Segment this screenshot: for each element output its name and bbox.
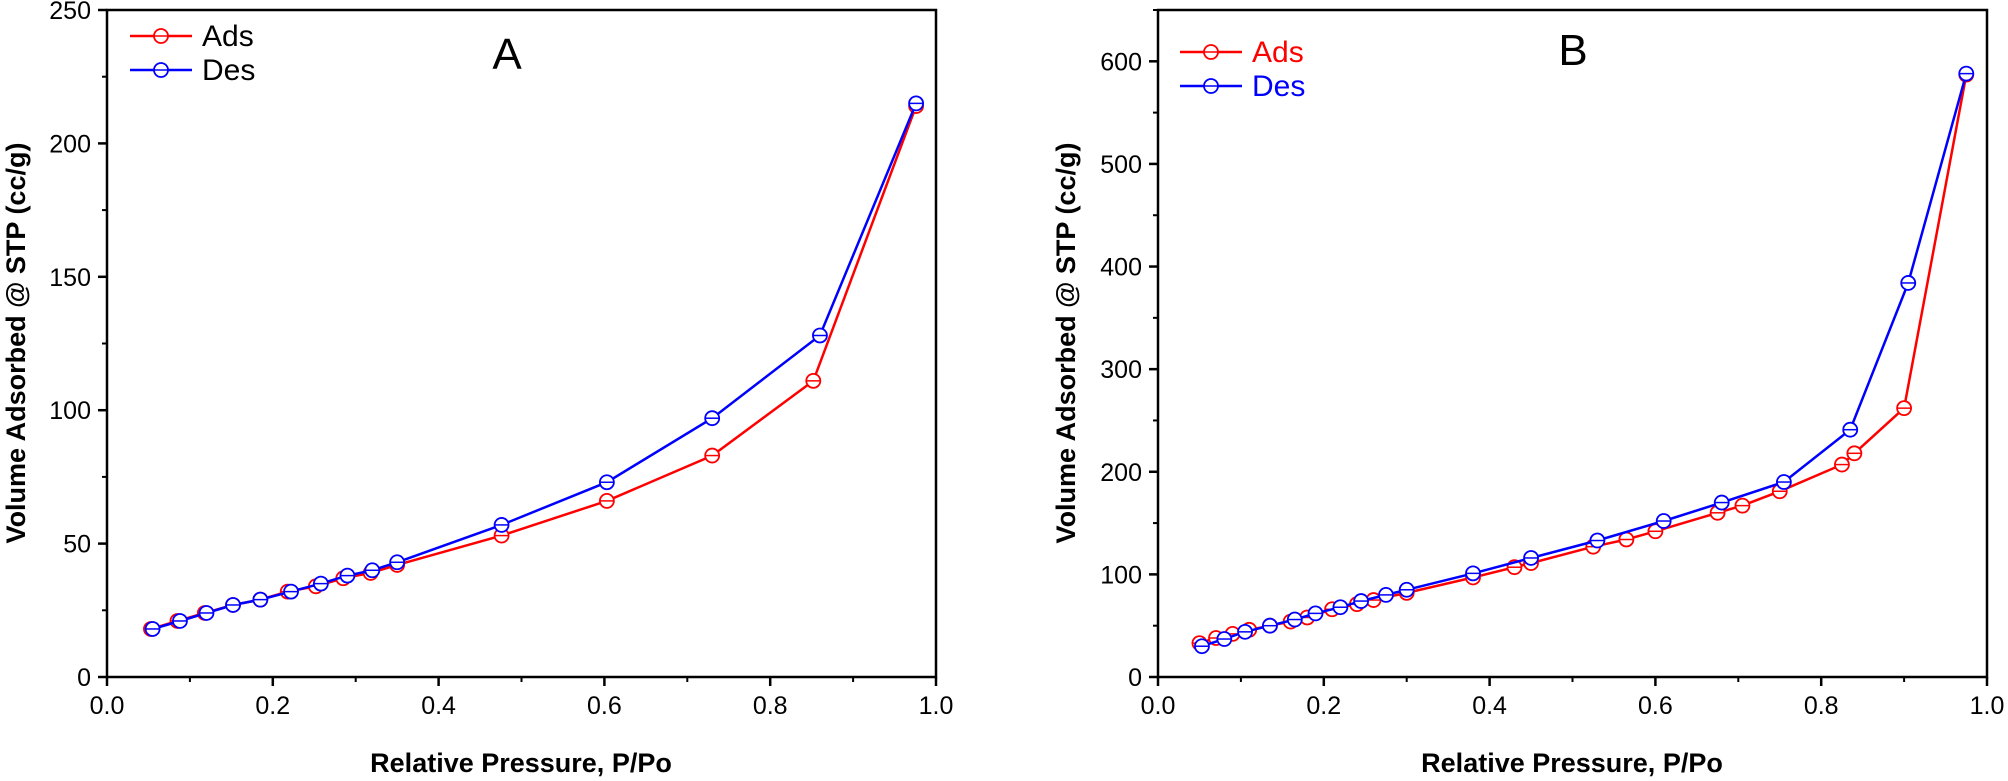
panel-a-series-des-point-12 bbox=[198, 605, 215, 621]
panel-b-x-tick-label-2: 0.4 bbox=[1472, 692, 1507, 720]
panel-b-y-tick-label-4: 400 bbox=[1100, 254, 1142, 282]
panel-b-series-des-point-17 bbox=[1216, 631, 1233, 647]
panel-b-series-des-point-9 bbox=[1398, 581, 1415, 598]
panel-b-series-des-point-18 bbox=[1194, 638, 1210, 655]
panel-b-y-tick-label-5: 500 bbox=[1100, 151, 1142, 179]
panel-a-series-des-point-3 bbox=[598, 474, 615, 491]
panel-b-y-tick-label-0: 0 bbox=[1128, 664, 1142, 692]
panel-b-series-des-point-2 bbox=[1842, 421, 1859, 438]
panel-a-series-des-point-1 bbox=[812, 327, 828, 344]
panel-a-series-des-line bbox=[152, 102, 918, 631]
panel-b-legend-des-label: Des bbox=[1252, 70, 1305, 103]
panel-a-y-tick-label-4: 200 bbox=[49, 130, 91, 158]
panel-a-series-des-point-8 bbox=[312, 575, 329, 592]
panel-b-series-des-point-3 bbox=[1775, 474, 1792, 490]
panel-a-series-des-point-5 bbox=[389, 554, 406, 571]
panel-a-x-tick-label-2: 0.4 bbox=[421, 692, 456, 720]
panel-a-y-tick-label-5: 250 bbox=[49, 0, 91, 25]
panel-b-plot-frame bbox=[1156, 8, 1989, 679]
panel-b-series-des-point-11 bbox=[1353, 593, 1370, 609]
panel-b-series-des-point-6 bbox=[1589, 532, 1606, 549]
panel-b-y-axis-title: Volume Adsorbed @ STP (cc/g) bbox=[1051, 143, 1081, 544]
panel-b-ticks: 0.0 0.2 0.4 0.6 0.8 1.0 0 100 200 300 400 500 600 bbox=[1100, 9, 2005, 720]
panel-b-x-tick-label-4: 0.8 bbox=[1804, 692, 1839, 720]
panel-b-series-des-point-16 bbox=[1237, 623, 1253, 640]
panel-a-y-tick-label-2: 100 bbox=[49, 397, 91, 425]
panel-b-legend-ads: Ads bbox=[1180, 36, 1304, 69]
panel-b-series-des-point-4 bbox=[1713, 494, 1730, 511]
panel-b-y-tick-label-3: 300 bbox=[1100, 356, 1142, 384]
panel-a-series-des-point-6 bbox=[364, 562, 381, 579]
panel-b-series-des-point-10 bbox=[1378, 587, 1394, 603]
panel-b-series-des-point-5 bbox=[1655, 513, 1672, 529]
panel-a-series-des-point-7 bbox=[339, 567, 356, 584]
panel-a-series-des-point-13 bbox=[172, 613, 188, 629]
panel-b-series-ads-point-20 bbox=[1834, 456, 1850, 473]
panel-b-legend-ads-label: Ads bbox=[1252, 36, 1304, 69]
panel-b-series-ads-point-21 bbox=[1846, 445, 1863, 462]
panel-a-series-des-point-11 bbox=[225, 597, 241, 613]
panel-b-x-tick-label-5: 1.0 bbox=[1970, 692, 2005, 720]
panel-a-y-tick-label-1: 50 bbox=[63, 531, 91, 559]
panel-b-plot-content bbox=[1191, 65, 1975, 655]
panel-b-x-axis-title: Relative Pressure, P/Po bbox=[1421, 748, 1723, 778]
panel-b-series-ads-point-22 bbox=[1896, 400, 1912, 417]
panel-b-series-des-point-0 bbox=[1958, 65, 1975, 82]
panel-b-series-des-point-13 bbox=[1307, 605, 1324, 622]
panel-a-y-tick-label-0: 0 bbox=[77, 664, 91, 692]
panel-b-letter: B bbox=[1558, 26, 1587, 75]
panel-a-series-ads-point-11 bbox=[598, 493, 615, 509]
panel-a-x-tick-label-3: 0.6 bbox=[587, 692, 622, 720]
panel-a-y-tick-label-3: 150 bbox=[49, 264, 91, 292]
panel-a-series-des-point-10 bbox=[252, 591, 269, 608]
panel-b-series-ads-line bbox=[1199, 74, 1968, 645]
panel-a-series-ads-point-13 bbox=[805, 372, 822, 389]
panel-b-y-tick-label-1: 100 bbox=[1100, 561, 1142, 589]
panel-a-x-tick-label-5: 1.0 bbox=[919, 692, 954, 720]
panel-a-x-tick-label-0: 0.0 bbox=[90, 692, 125, 720]
panel-b-series-des-line bbox=[1201, 73, 1968, 648]
panel-b-y-tick-label-2: 200 bbox=[1100, 459, 1142, 487]
panel-b-series-des-point-1 bbox=[1900, 275, 1917, 291]
panel-a-series-ads-point-12 bbox=[704, 447, 721, 464]
panel-b-series-ads-point-18 bbox=[1734, 497, 1751, 514]
panel-a-y-axis-title: Volume Adsorbed @ STP (cc/g) bbox=[1, 143, 31, 544]
panel-a-series-des-point-9 bbox=[283, 583, 299, 600]
panel-b-series-des-point-15 bbox=[1262, 617, 1278, 634]
panel-a-x-tick-label-4: 0.8 bbox=[753, 692, 788, 720]
panel-a-series-des-point-14 bbox=[144, 621, 161, 637]
panel-a-series-des-point-2 bbox=[704, 410, 721, 427]
panel-a: 0.0 0.2 0.4 0.6 0.8 1.0 0 50 100 150 200 250 A AdsD… bbox=[1, 0, 953, 778]
panel-a-series-des-point-4 bbox=[493, 517, 510, 533]
panel-a-plot-content bbox=[143, 95, 925, 637]
panel-a-series-ads-point-10 bbox=[493, 527, 510, 544]
panel-b-series-des-point-7 bbox=[1523, 550, 1539, 566]
panel-b-series-des-point-14 bbox=[1286, 611, 1303, 628]
panel-a-series-ads-line bbox=[150, 105, 918, 631]
panel-b-y-tick-label-6: 600 bbox=[1100, 48, 1142, 76]
panel-b-series-des-point-12 bbox=[1332, 599, 1349, 616]
panel-a-ticks: 0.0 0.2 0.4 0.6 0.8 1.0 0 50 100 150 200 250 bbox=[49, 0, 953, 720]
panel-b-x-tick-label-1: 0.2 bbox=[1306, 692, 1341, 720]
panel-a-legend-des: Des bbox=[130, 54, 255, 87]
panel-b-x-tick-label-0: 0.0 bbox=[1141, 692, 1176, 720]
panel-a-series-des-point-0 bbox=[908, 95, 925, 112]
panel-b-legend-des: Des bbox=[1180, 70, 1305, 103]
panel-a-x-axis-title: Relative Pressure, P/Po bbox=[370, 748, 672, 778]
panel-a-legend-des-label: Des bbox=[202, 54, 255, 87]
panel-a-plot-frame bbox=[105, 8, 938, 679]
panel-a-legend-ads: Ads bbox=[130, 20, 254, 53]
panel-b-series-des-point-8 bbox=[1465, 565, 1481, 582]
panel-a-letter: A bbox=[492, 30, 522, 79]
panel-a-legend-ads-label: Ads bbox=[202, 20, 254, 53]
panel-a-x-tick-label-1: 0.2 bbox=[255, 692, 290, 720]
panel-b-x-tick-label-3: 0.6 bbox=[1638, 692, 1673, 720]
